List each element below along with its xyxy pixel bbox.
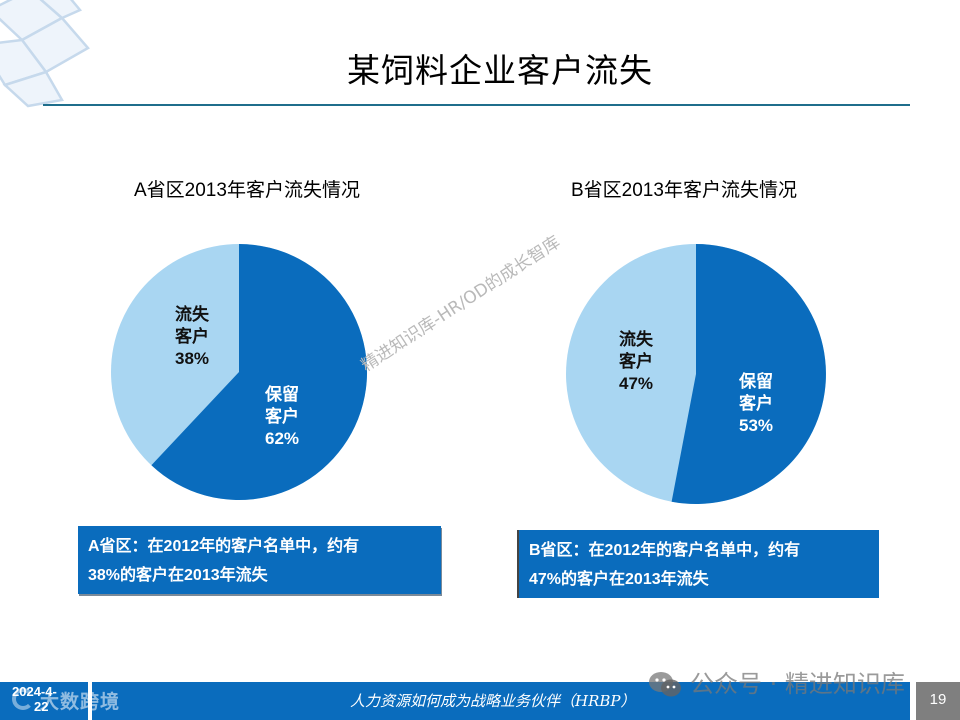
page-number: 19 — [916, 682, 960, 720]
wechat-icon — [649, 672, 681, 697]
footer-brand-overlay: 大数跨境 — [40, 691, 121, 713]
note-a-line2: 38%的客户在2013年流失 — [88, 567, 268, 584]
pie-chart-b — [566, 244, 826, 504]
pie-a-retained-slice — [151, 244, 368, 500]
pie-a-lost-label: 流失 客户 38% — [174, 305, 210, 368]
pie-a-retained-label: 保留 客户 62% — [264, 385, 300, 448]
footer-subtitle: 人力资源如何成为战略业务伙伴（HRBP） — [350, 692, 636, 710]
wechat-overlay: 公众号 · 精进知识库 — [648, 664, 905, 699]
footer-bar — [92, 682, 910, 720]
pie-b-lost-label: 流失 客户 47% — [618, 330, 654, 393]
brand-c-icon — [12, 688, 34, 710]
title-divider — [43, 104, 910, 106]
chart-b-title: B省区2013年客户流失情况 — [571, 180, 797, 201]
pie-b-retained-slice — [671, 244, 826, 504]
watermark-text: 精进知识库-HR/OD的成长智库 — [357, 232, 564, 376]
chart-a-title: A省区2013年客户流失情况 — [134, 180, 360, 201]
note-b-line2: 47%的客户在2013年流失 — [529, 571, 709, 588]
cube-logo-icon — [0, 0, 90, 108]
note-box-a: A省区：在2012年的客户名单中，约有 38%的客户在2013年流失 — [78, 526, 441, 594]
note-a-line1: A省区：在2012年的客户名单中，约有 — [88, 538, 360, 555]
footer-date: 2024-4- 22 — [12, 684, 57, 714]
pie-b-retained-label: 保留 客户 53% — [738, 372, 774, 435]
note-b-line1: B省区：在2012年的客户名单中，约有 — [529, 542, 801, 559]
pie-chart-a — [111, 244, 368, 500]
page-title: 某饲料企业客户流失 — [347, 51, 653, 90]
note-box-b: B省区：在2012年的客户名单中，约有 47%的客户在2013年流失 — [517, 530, 879, 598]
